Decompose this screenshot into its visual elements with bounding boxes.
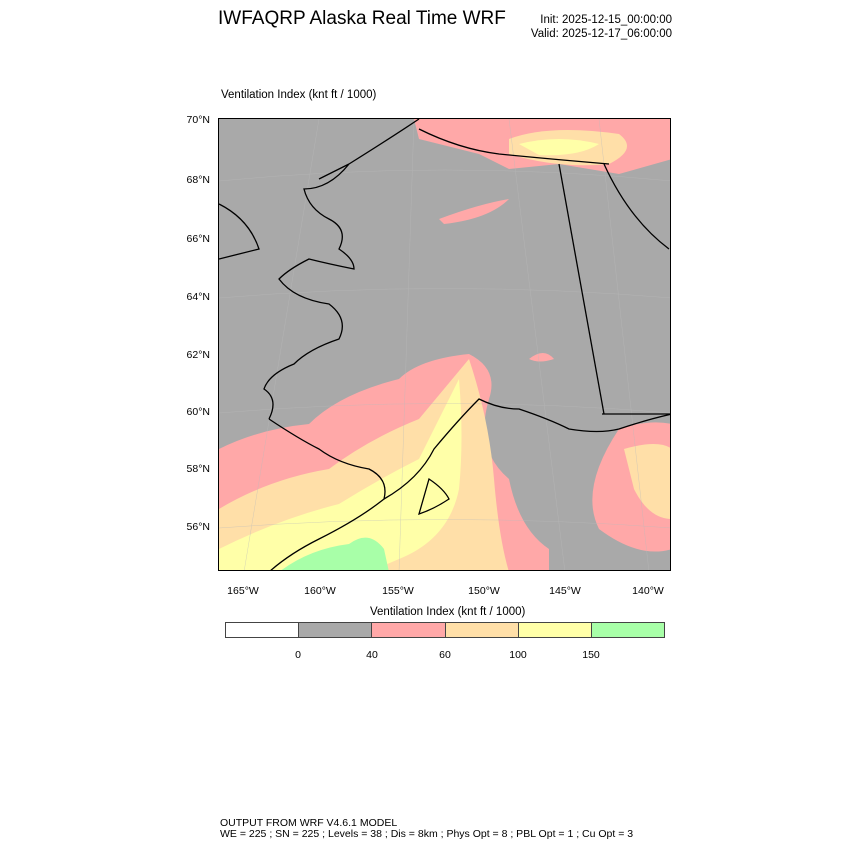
colorbar xyxy=(225,622,665,638)
lat-label: 64°N xyxy=(186,291,210,303)
lon-label: 165°W xyxy=(227,585,259,597)
colorbar-bin xyxy=(226,623,300,637)
colorbar-label: 100 xyxy=(509,649,527,661)
model-info-footer: OUTPUT FROM WRF V4.6.1 MODEL WE = 225 ; … xyxy=(220,818,633,840)
init-time: Init: 2025-12-15_00:00:00 xyxy=(540,14,672,26)
footer-line: OUTPUT FROM WRF V4.6.1 MODEL xyxy=(220,817,398,829)
colorbar-label: 150 xyxy=(582,649,600,661)
plot-title: IWFAQRP Alaska Real Time WRF xyxy=(218,8,506,29)
lat-label: 68°N xyxy=(186,174,210,186)
green-regions xyxy=(281,537,389,570)
colorbar-bin xyxy=(372,623,446,637)
valid-time: Valid: 2025-12-17_06:00:00 xyxy=(530,28,672,40)
lat-label: 70°N xyxy=(186,114,210,126)
footer-line: WE = 225 ; SN = 225 ; Levels = 38 ; Dis … xyxy=(220,828,634,840)
lon-label: 145°W xyxy=(549,585,581,597)
lat-label: 58°N xyxy=(186,463,210,475)
map-panel xyxy=(218,118,671,571)
field-subtitle: Ventilation Index (knt ft / 1000) xyxy=(221,89,377,101)
lat-label: 60°N xyxy=(186,406,210,418)
colorbar-label: 0 xyxy=(295,649,301,661)
ventilation-index-map xyxy=(219,119,670,570)
lat-label: 56°N xyxy=(186,521,210,533)
colorbar-label: 60 xyxy=(439,649,451,661)
init-valid-times: Init: 2025-12-15_00:00:00 Valid: 2025-12… xyxy=(531,13,672,41)
coastline xyxy=(219,119,670,570)
colorbar-bin xyxy=(518,623,592,637)
colorbar-title: Ventilation Index (knt ft / 1000) xyxy=(370,606,526,618)
colorbar-label: 40 xyxy=(366,649,378,661)
lon-label: 160°W xyxy=(304,585,336,597)
lat-label: 62°N xyxy=(186,349,210,361)
lon-label: 155°W xyxy=(382,585,414,597)
colorbar-bin xyxy=(445,623,519,637)
lat-label: 66°N xyxy=(186,233,210,245)
graticule xyxy=(219,119,670,570)
lon-label: 140°W xyxy=(632,585,664,597)
colorbar-bin xyxy=(591,623,665,637)
lon-label: 150°W xyxy=(468,585,500,597)
colorbar-bin xyxy=(299,623,373,637)
